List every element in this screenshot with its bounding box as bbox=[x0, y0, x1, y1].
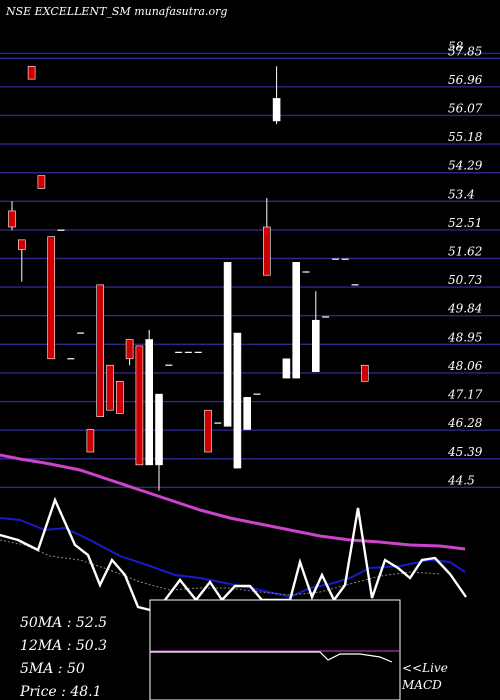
ma-mid-line bbox=[0, 517, 466, 599]
y-tick-label: 51.62 bbox=[448, 245, 482, 259]
candle-body bbox=[37, 175, 46, 189]
y-tick-label: 46.28 bbox=[447, 416, 483, 430]
y-tick-label: 45.39 bbox=[447, 445, 483, 459]
candle-body bbox=[8, 210, 16, 228]
candle-body bbox=[243, 397, 251, 430]
candle-body bbox=[272, 98, 281, 122]
macd-line bbox=[150, 651, 393, 663]
candle-body bbox=[145, 339, 153, 466]
price-line bbox=[0, 496, 467, 612]
stat-ma5: 5MA : 50 bbox=[20, 661, 85, 677]
candle-body bbox=[47, 236, 56, 360]
y-tick-label: 57.85 bbox=[448, 44, 482, 58]
candle-body bbox=[86, 429, 95, 453]
chart-title: NSE EXCELLENT_SM munafasutra.org bbox=[5, 5, 227, 18]
stat-ma50: 50MA : 52.5 bbox=[20, 615, 107, 631]
candle-body bbox=[96, 284, 104, 417]
stat-ma12: 12MA : 50.3 bbox=[20, 638, 107, 654]
y-tick-label: 49.84 bbox=[447, 302, 482, 316]
candle-body bbox=[17, 239, 26, 250]
candlestick-series bbox=[8, 65, 369, 491]
candle-body bbox=[282, 358, 291, 379]
live-label: <<Live bbox=[402, 661, 448, 675]
y-tick-label: 44.5 bbox=[447, 473, 475, 487]
y-tick-label: 55.18 bbox=[448, 130, 483, 144]
candle-body bbox=[135, 345, 144, 466]
indicator-panel bbox=[0, 453, 467, 612]
y-tick-label: 52.51 bbox=[448, 216, 482, 230]
candle-body bbox=[233, 332, 242, 469]
stat-price: Price : 48.1 bbox=[19, 684, 102, 700]
y-tick-label: 50.73 bbox=[448, 273, 483, 287]
candle-body bbox=[311, 319, 320, 372]
macd-label: MACD bbox=[401, 678, 442, 692]
y-tick-label: 47.17 bbox=[447, 388, 483, 402]
live-macd-label: <<Live MACD bbox=[401, 661, 452, 692]
macd-panel bbox=[149, 599, 401, 700]
y-tick-label: 48.95 bbox=[447, 330, 482, 344]
candle-body bbox=[155, 393, 163, 466]
y-tick-label: 53.4 bbox=[448, 187, 475, 201]
candle-body bbox=[116, 380, 124, 414]
candle-body bbox=[27, 65, 36, 80]
y-tick-label: 56.96 bbox=[448, 73, 483, 87]
y-tick-label: 58 bbox=[448, 39, 464, 53]
ma-long-line bbox=[0, 453, 466, 551]
candle-body bbox=[262, 226, 271, 276]
candle-body bbox=[223, 262, 232, 427]
candle-body bbox=[360, 364, 369, 382]
candle-body bbox=[292, 262, 301, 379]
candle-body bbox=[204, 409, 212, 453]
y-tick-label: 56.07 bbox=[448, 101, 483, 115]
y-tick-label: 54.29 bbox=[448, 159, 483, 173]
candle-body bbox=[106, 364, 114, 411]
candle-body bbox=[125, 339, 134, 360]
y-tick-label: 48.06 bbox=[447, 359, 483, 373]
